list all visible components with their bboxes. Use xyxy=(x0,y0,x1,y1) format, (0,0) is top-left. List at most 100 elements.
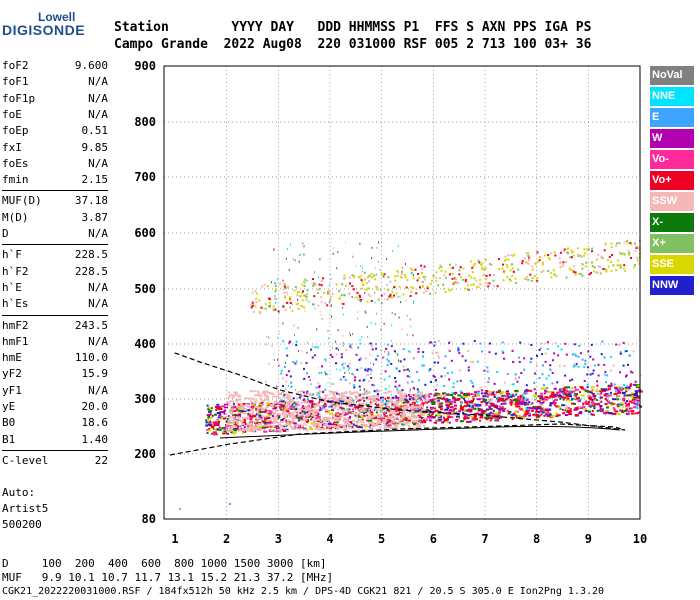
echo-dot xyxy=(523,413,528,416)
echo-dot xyxy=(227,415,230,418)
echo-dot xyxy=(437,402,440,405)
echo-dot xyxy=(562,412,566,415)
echo-dot xyxy=(324,401,327,404)
echo-dot xyxy=(423,421,427,424)
echo-dot xyxy=(330,405,333,408)
echo-dot xyxy=(493,396,496,398)
echo-dot xyxy=(320,406,323,409)
echo-dot xyxy=(573,390,576,393)
echo-dot xyxy=(340,400,345,403)
echo-dot xyxy=(530,407,534,410)
echo-dot xyxy=(347,369,349,372)
echo-dot xyxy=(264,419,267,422)
echo-dot xyxy=(509,394,512,396)
echo-dot xyxy=(612,407,615,410)
echo-dot xyxy=(218,414,222,417)
echo-dot xyxy=(376,389,379,392)
echo-dot xyxy=(353,406,358,409)
echo-dot xyxy=(361,336,363,339)
echo-dot xyxy=(268,410,273,413)
echo-dot xyxy=(545,390,548,393)
echo-dot xyxy=(421,403,425,405)
echo-dot xyxy=(394,279,397,282)
echo-dot xyxy=(296,412,299,415)
echo-dot xyxy=(481,392,483,395)
echo-dot xyxy=(433,394,436,397)
echo-dot xyxy=(525,398,529,401)
echo-dot xyxy=(310,418,313,421)
echo-dot xyxy=(179,508,181,510)
echo-dot xyxy=(339,413,342,416)
echo-dot xyxy=(242,403,247,405)
echo-dot xyxy=(477,405,480,408)
param-foe: foE N/A xyxy=(2,107,108,123)
echo-dot xyxy=(349,421,353,423)
echo-dot xyxy=(470,284,473,286)
echo-dot xyxy=(348,382,351,385)
echo-dot xyxy=(310,422,313,425)
echo-dot xyxy=(412,420,415,423)
echo-dot xyxy=(293,424,298,427)
echo-dot xyxy=(542,364,544,367)
echo-dot xyxy=(223,417,226,420)
echo-dot xyxy=(518,376,521,379)
echo-dot xyxy=(371,414,374,417)
echo-dot xyxy=(402,394,406,397)
echo-dot xyxy=(289,298,292,301)
echo-dot xyxy=(421,420,424,423)
echo-dot xyxy=(209,413,212,416)
echo-dot xyxy=(420,404,424,407)
echo-dot xyxy=(592,358,595,361)
echo-dot xyxy=(369,403,372,406)
echo-dot xyxy=(559,266,562,269)
echo-dot xyxy=(275,395,278,398)
echo-dot xyxy=(278,392,281,395)
param-fof1: foF1 N/A xyxy=(2,74,108,90)
echo-dot xyxy=(542,269,545,272)
echo-dot xyxy=(591,250,593,253)
echo-dot xyxy=(272,305,275,308)
echo-dot xyxy=(258,429,262,431)
echo-dot xyxy=(405,401,409,404)
echo-dot xyxy=(611,254,614,256)
echo-dot xyxy=(322,417,326,420)
echo-dot xyxy=(544,360,547,363)
echo-dot xyxy=(359,388,361,391)
echo-dot xyxy=(384,408,389,411)
echo-dot xyxy=(335,398,340,401)
echo-dot xyxy=(403,417,406,420)
echo-dot xyxy=(387,360,390,363)
echo-dot xyxy=(251,301,254,304)
echo-dot xyxy=(274,406,278,409)
echo-dot xyxy=(342,419,345,422)
echo-dot xyxy=(525,252,528,255)
echo-dot xyxy=(526,275,528,278)
echo-dot xyxy=(614,386,617,389)
echo-dot xyxy=(374,390,379,393)
echo-dot xyxy=(420,264,423,267)
echo-dot xyxy=(351,296,353,298)
echo-dot xyxy=(579,386,584,389)
echo-dot xyxy=(298,418,300,421)
echo-dot xyxy=(512,270,515,273)
echo-dot xyxy=(377,420,382,423)
legend-noval: NoVal xyxy=(650,66,694,85)
echo-dot xyxy=(266,410,269,413)
echo-dot xyxy=(255,424,258,427)
echo-dot xyxy=(477,392,480,394)
legend-x-: X- xyxy=(650,213,694,232)
echo-dot xyxy=(491,412,494,415)
echo-dot xyxy=(508,278,511,281)
echo-dot xyxy=(423,265,426,268)
echo-dot xyxy=(366,409,369,412)
echo-dot xyxy=(359,342,362,345)
echo-dot xyxy=(272,412,275,414)
echo-dot xyxy=(225,423,227,426)
echo-dot xyxy=(567,393,572,396)
echo-dot xyxy=(607,401,611,404)
echo-dot xyxy=(274,400,278,403)
echo-dot xyxy=(273,297,276,300)
echo-dot xyxy=(416,388,419,391)
echo-dot xyxy=(379,404,383,407)
